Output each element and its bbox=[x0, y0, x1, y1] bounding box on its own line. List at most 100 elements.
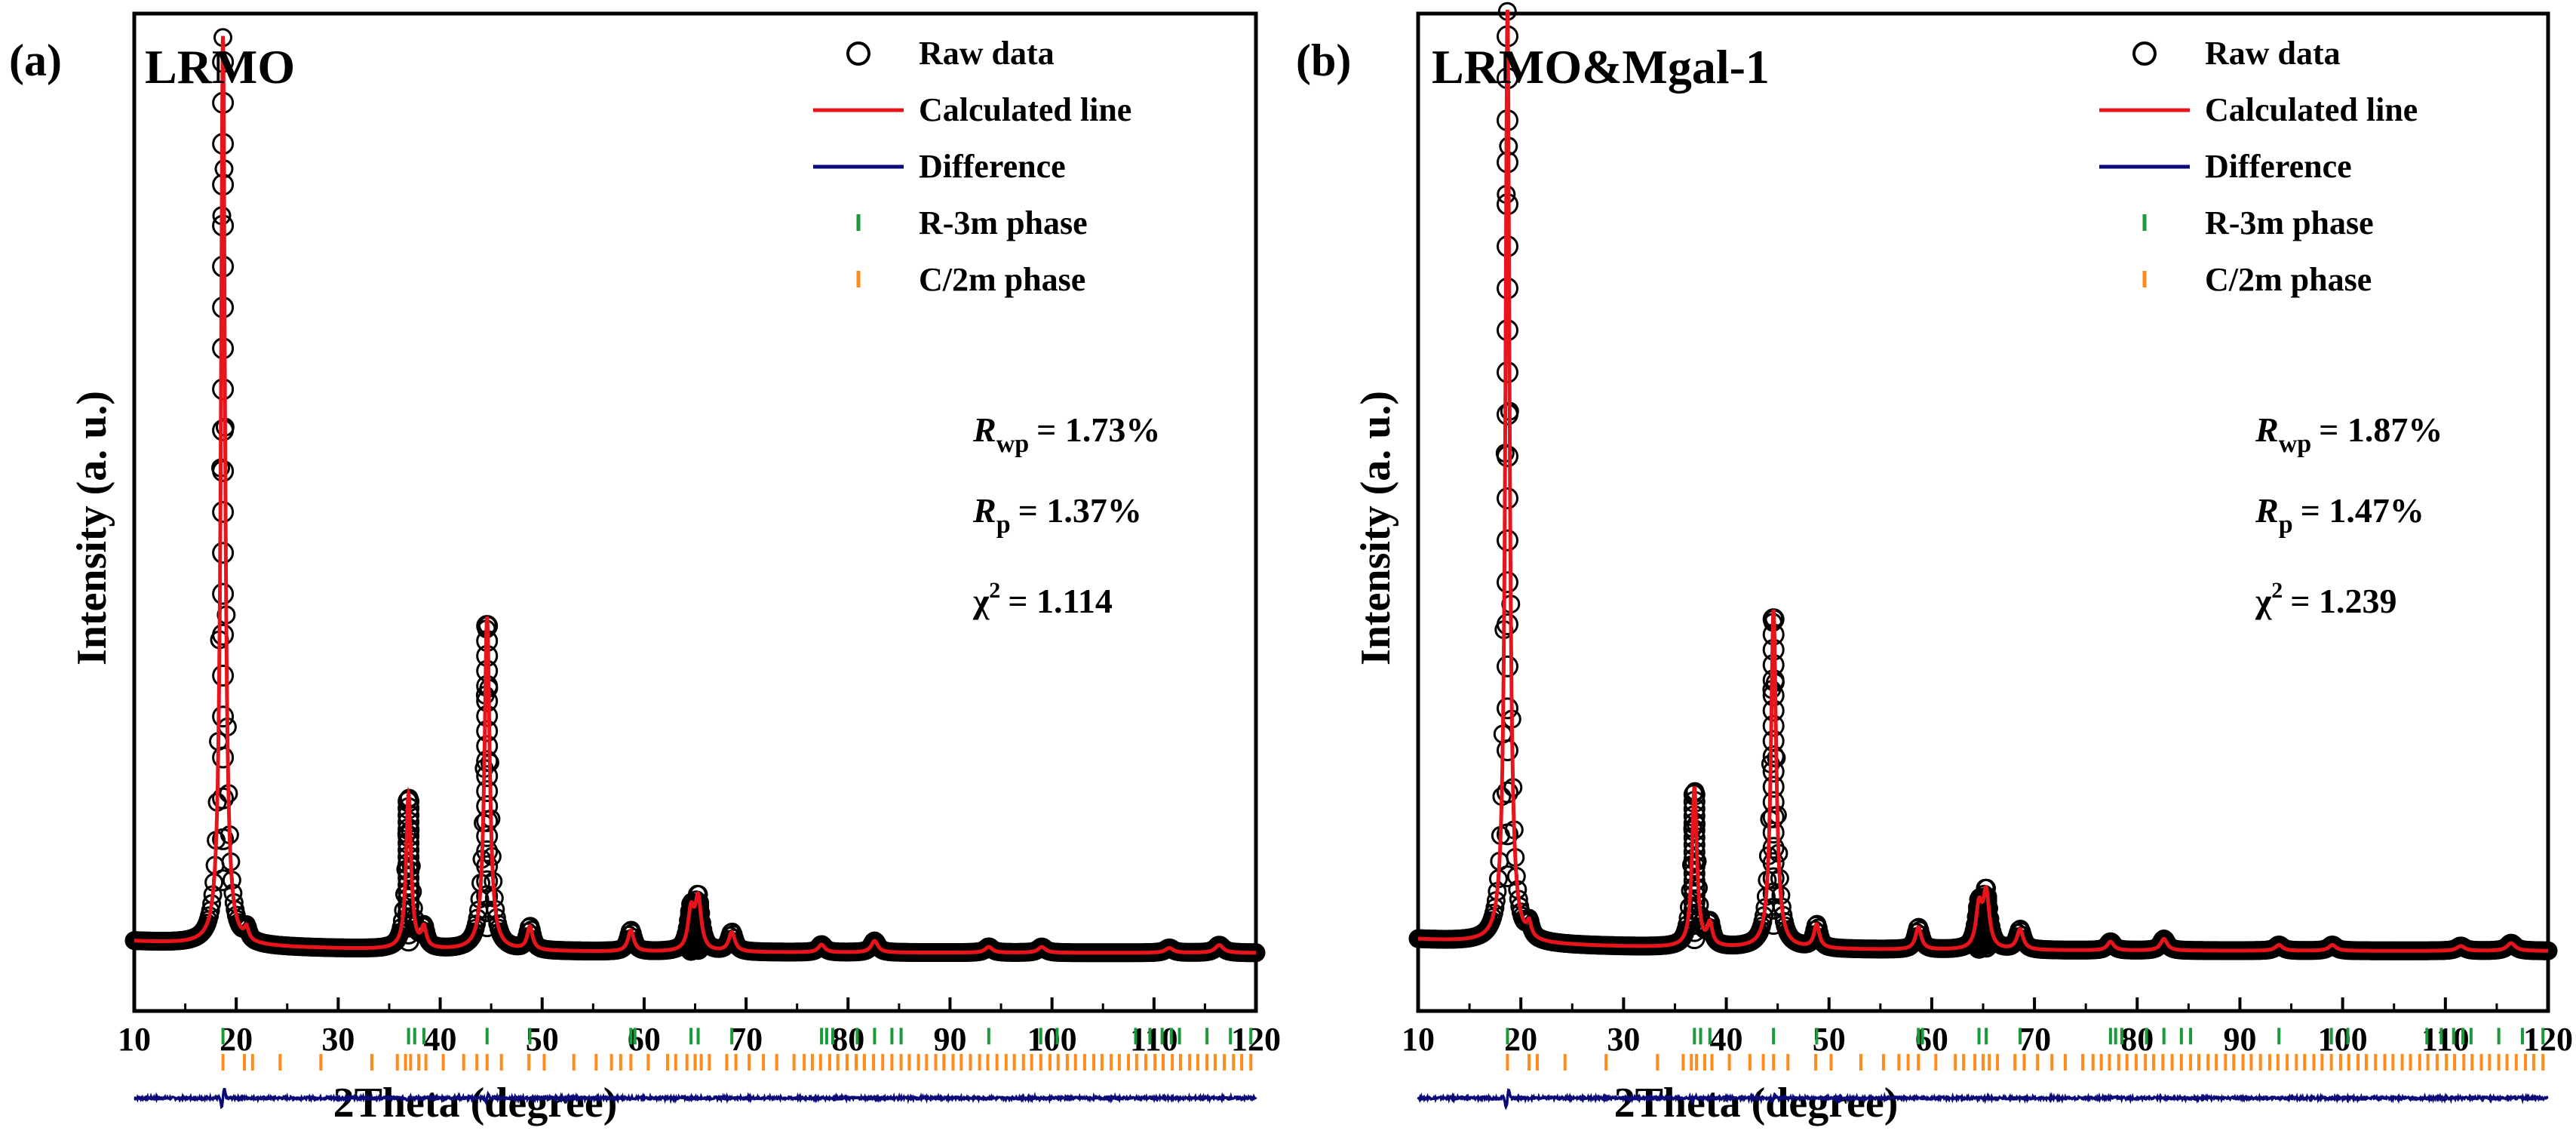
raw-data-point bbox=[212, 746, 235, 769]
raw-data-point bbox=[398, 930, 420, 952]
x-tick-label: 120 bbox=[2523, 1021, 2573, 1058]
raw-data-point bbox=[398, 867, 420, 890]
stat-subscript: wp bbox=[996, 430, 1029, 458]
y-axis-title-b: Intensity (a. u.) bbox=[1352, 391, 1399, 665]
x-tick-label: 20 bbox=[220, 1021, 253, 1058]
raw-data-point bbox=[476, 765, 499, 788]
legend-raw-marker bbox=[846, 41, 870, 66]
raw-data-point bbox=[212, 623, 235, 646]
raw-data-point bbox=[476, 810, 499, 832]
raw-data-point bbox=[212, 459, 235, 482]
raw-data-point bbox=[398, 846, 420, 868]
raw-data-point bbox=[212, 542, 235, 564]
raw-data-point bbox=[476, 750, 499, 773]
stat-line: χ2 = 1.114 bbox=[972, 578, 1113, 620]
raw-data-point bbox=[398, 880, 420, 903]
stat-symbol: χ bbox=[2255, 582, 2272, 620]
x-tick-label: 90 bbox=[933, 1021, 966, 1058]
stat-value: = 1.37% bbox=[1018, 491, 1142, 530]
x-axis-title-b: 2Theta (degree) bbox=[1614, 1080, 1899, 1126]
x-tick-label: 100 bbox=[1027, 1021, 1077, 1058]
raw-data-point bbox=[476, 855, 499, 877]
raw-data-point bbox=[398, 915, 420, 938]
raw-data-point bbox=[398, 908, 420, 931]
panel-label: (a) bbox=[9, 35, 62, 85]
raw-data-point bbox=[398, 895, 420, 917]
legend-label: Raw data bbox=[919, 35, 1055, 72]
stat-symbol: R bbox=[972, 491, 996, 530]
x-tick-label: 10 bbox=[118, 1021, 151, 1058]
x-tick-label: 60 bbox=[628, 1021, 661, 1058]
raw-data-point bbox=[212, 419, 235, 441]
raw-data-point bbox=[476, 840, 499, 862]
stat-value: = 1.87% bbox=[2319, 410, 2442, 449]
raw-data-point bbox=[212, 828, 235, 850]
legend-label: C/2m phase bbox=[2205, 261, 2372, 298]
raw-data-point bbox=[398, 853, 420, 875]
raw-data-point bbox=[476, 825, 499, 847]
x-tick-label: 80 bbox=[831, 1021, 864, 1058]
stat-value: = 1.239 bbox=[2290, 582, 2396, 620]
sample-label: LRMO bbox=[145, 40, 295, 94]
stat-superscript: 2 bbox=[989, 578, 1000, 603]
stat-line: Rp = 1.37% bbox=[972, 491, 1142, 539]
raw-data-point bbox=[398, 887, 420, 910]
refinement-stats: Rwp = 1.73%Rp = 1.37%χ2 = 1.114 bbox=[972, 410, 1160, 620]
stat-superscript: 2 bbox=[2271, 578, 2283, 603]
raw-data-point bbox=[476, 870, 499, 893]
raw-data-point bbox=[212, 501, 235, 524]
x-tick-label: 70 bbox=[729, 1021, 763, 1058]
x-tick-label: 40 bbox=[424, 1021, 457, 1058]
x-tick-label: 40 bbox=[1710, 1021, 1743, 1058]
raw-data-point bbox=[212, 665, 235, 687]
difference-curve bbox=[134, 1087, 1257, 1110]
calculated-line bbox=[134, 35, 1256, 955]
stat-value: = 1.114 bbox=[1008, 582, 1113, 620]
legend-label: Raw data bbox=[2205, 35, 2341, 72]
panel-a: 10 20 30 40 50 60 70 80 90 100 110 120(a) LRMO Raw da… bbox=[9, 11, 1281, 1110]
legend-label: R-3m phase bbox=[2205, 204, 2374, 241]
raw-data-point bbox=[476, 780, 499, 803]
x-tick-label: 80 bbox=[2120, 1021, 2154, 1058]
legend-label: Difference bbox=[919, 148, 1066, 185]
stat-value: = 1.73% bbox=[1036, 410, 1160, 449]
stat-symbol: R bbox=[2255, 491, 2279, 530]
x-tick-label: 30 bbox=[321, 1021, 355, 1058]
legend-label: R-3m phase bbox=[919, 204, 1088, 241]
legend: Raw data Calculated line Difference R-3m ph… bbox=[813, 35, 1131, 298]
raw-data-point bbox=[212, 705, 235, 728]
x-tick-label: 60 bbox=[1915, 1021, 1948, 1058]
x-tick-label: 30 bbox=[1607, 1021, 1640, 1058]
raw-data-point bbox=[398, 902, 420, 924]
x-tick-label: 70 bbox=[2018, 1021, 2051, 1058]
raw-data-point bbox=[398, 874, 420, 896]
raw-data-point bbox=[212, 378, 235, 401]
legend-label: C/2m phase bbox=[919, 261, 1085, 298]
stat-subscript: wp bbox=[2279, 430, 2311, 458]
raw-data-series bbox=[124, 28, 1266, 963]
stat-symbol: R bbox=[972, 410, 996, 449]
raw-data-point bbox=[476, 795, 499, 817]
x-tick-label: 90 bbox=[2223, 1021, 2256, 1058]
stat-subscript: p bbox=[996, 511, 1011, 539]
stat-symbol: χ bbox=[972, 582, 990, 620]
x-tick-label: 120 bbox=[1231, 1021, 1281, 1058]
raw-data-point bbox=[212, 787, 235, 810]
x-tick-label: 20 bbox=[1504, 1021, 1537, 1058]
x-axis-title-a: 2Theta (degree) bbox=[333, 1080, 618, 1126]
raw-data-point bbox=[398, 839, 420, 862]
stat-line: Rwp = 1.73% bbox=[972, 410, 1160, 458]
raw-data-point bbox=[476, 885, 499, 908]
raw-data-point bbox=[476, 720, 499, 742]
raw-data-point bbox=[476, 735, 499, 757]
raw-data-point bbox=[398, 859, 420, 882]
legend-label: Calculated line bbox=[919, 91, 1131, 128]
legend-label: Calculated line bbox=[2205, 91, 2418, 128]
y-axis-title-a: Intensity (a. u.) bbox=[69, 391, 115, 665]
stat-value: = 1.47% bbox=[2301, 491, 2424, 530]
raw-data-point bbox=[212, 582, 235, 605]
sample-label: LRMO&Mgal-1 bbox=[1432, 40, 1770, 94]
stat-subscript: p bbox=[2279, 511, 2293, 539]
